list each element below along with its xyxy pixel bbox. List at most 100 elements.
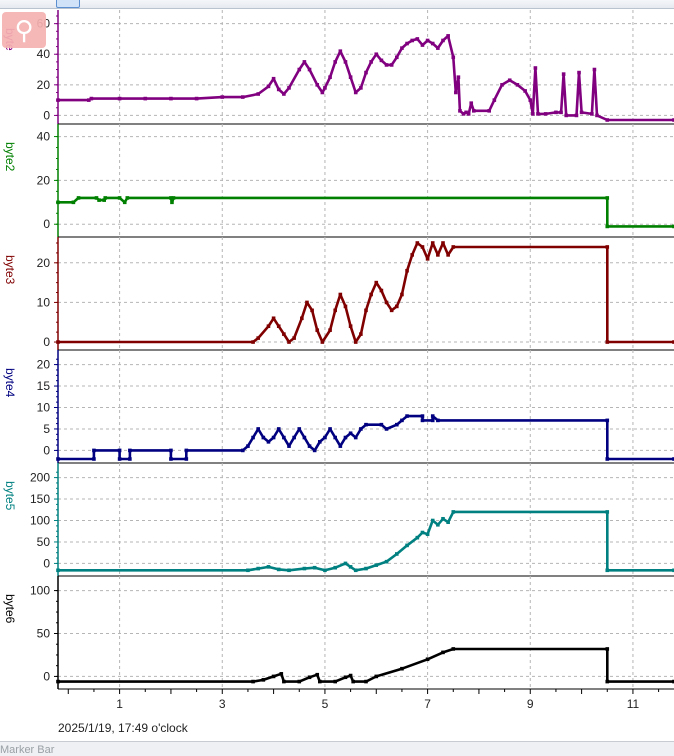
data-point [472, 109, 476, 113]
data-point [528, 98, 532, 102]
marker-bar: Marker Bar [0, 741, 674, 756]
data-point [364, 423, 368, 427]
data-point [72, 201, 76, 205]
data-point [272, 675, 276, 679]
data-point [380, 289, 384, 293]
data-point [277, 427, 281, 431]
data-point [300, 316, 304, 320]
data-point [426, 657, 430, 661]
data-point [500, 83, 504, 87]
data-point [554, 111, 558, 115]
data-point [395, 305, 399, 309]
data-point [493, 98, 497, 102]
data-point [56, 98, 60, 102]
y-tick-label: 0 [43, 108, 50, 122]
data-point [431, 241, 435, 245]
data-point [277, 324, 281, 328]
data-point [251, 680, 255, 684]
data-point [516, 83, 520, 87]
data-point [395, 552, 399, 556]
data-point [441, 517, 445, 521]
y-axis-label: byte6 [3, 594, 17, 624]
data-point [118, 449, 122, 453]
x-tick-label: 3 [219, 697, 226, 711]
data-point [605, 647, 609, 651]
data-point [564, 114, 568, 118]
series-line-byte3 [58, 243, 674, 342]
y-tick-label: 40 [37, 130, 51, 144]
data-point [605, 340, 609, 344]
data-point [323, 436, 327, 440]
data-point [380, 423, 384, 427]
y-tick-label: 15 [37, 379, 51, 393]
data-point [344, 305, 348, 309]
data-point [436, 253, 440, 257]
data-point [405, 42, 409, 46]
data-point [400, 419, 404, 423]
data-point [421, 414, 425, 418]
data-point [359, 332, 363, 336]
y-tick-label: 10 [37, 295, 51, 309]
data-point [577, 71, 581, 75]
data-point [441, 39, 445, 43]
data-point [339, 444, 343, 448]
data-point [308, 68, 312, 72]
data-point [277, 88, 281, 92]
data-point [344, 60, 348, 64]
data-point [328, 427, 332, 431]
data-point [313, 449, 317, 453]
data-point [451, 55, 455, 59]
data-point [333, 566, 337, 570]
data-point [92, 449, 96, 453]
data-point [605, 225, 609, 229]
data-point [390, 309, 394, 313]
y-tick-label: 150 [30, 492, 50, 506]
data-point [544, 112, 548, 116]
data-point [605, 568, 609, 572]
data-point [426, 257, 430, 261]
zoom-button[interactable]: ⚲ [2, 12, 46, 48]
data-point [321, 340, 325, 344]
data-point [451, 510, 455, 514]
data-point [241, 95, 245, 99]
data-point [318, 680, 322, 684]
data-point [385, 560, 389, 564]
data-point [323, 568, 327, 572]
data-point [351, 680, 355, 684]
y-axis-label: byte5 [3, 481, 17, 511]
data-point [421, 43, 425, 47]
data-point [118, 457, 122, 461]
data-point [170, 201, 174, 205]
data-point [333, 680, 337, 684]
y-tick-label: 10 [37, 401, 51, 415]
data-point [169, 457, 173, 461]
y-tick-label: 100 [30, 514, 50, 528]
x-tick-label: 5 [322, 697, 329, 711]
x-tick-label: 9 [527, 697, 534, 711]
data-point [220, 95, 224, 99]
data-point [287, 444, 291, 448]
data-point [374, 281, 378, 285]
data-point [344, 562, 348, 566]
data-point [390, 63, 394, 67]
data-point [436, 46, 440, 50]
data-point [354, 340, 358, 344]
data-point [77, 196, 81, 200]
data-point [416, 536, 420, 540]
series-line-byte4 [58, 416, 674, 459]
data-point [185, 457, 189, 461]
data-point [310, 309, 314, 313]
data-point [410, 253, 414, 257]
data-point [333, 60, 337, 64]
data-point [454, 91, 458, 95]
data-point [446, 520, 450, 524]
data-point [431, 519, 435, 523]
data-point [385, 63, 389, 67]
data-point [349, 565, 353, 569]
data-point [451, 647, 455, 651]
data-point [421, 245, 425, 249]
data-point [297, 427, 301, 431]
y-tick-label: 20 [37, 173, 51, 187]
data-point [282, 680, 286, 684]
data-point [458, 109, 462, 113]
